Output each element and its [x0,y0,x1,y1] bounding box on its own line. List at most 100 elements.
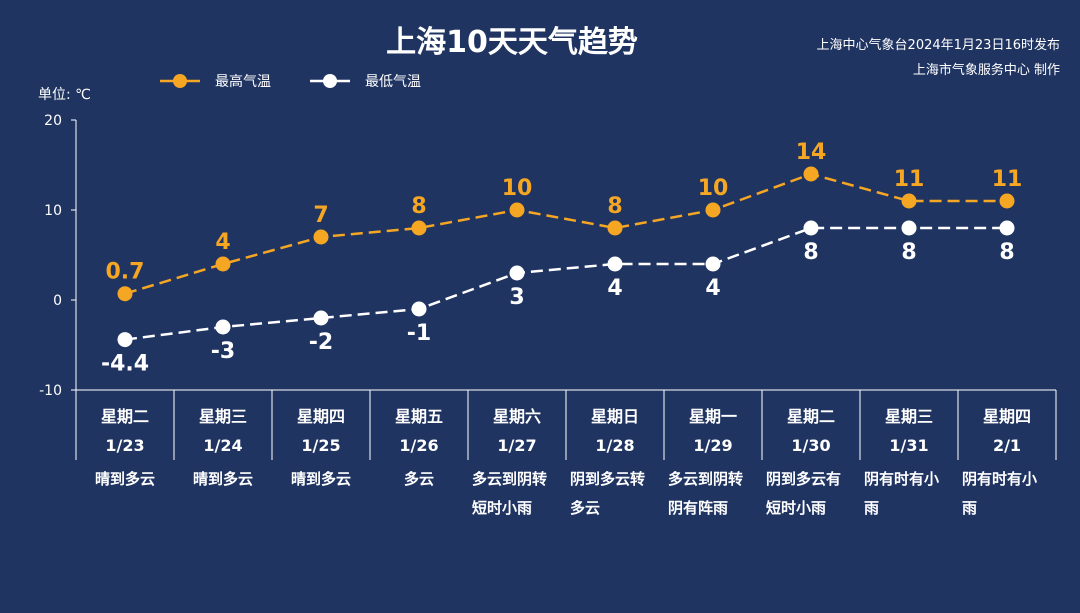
category-date-label: 1/30 [791,436,830,455]
category-date-label: 1/23 [105,436,144,455]
series-high: 0.7 4 7 8 10 8 10 14 11 11 [106,140,1023,302]
category-3: 星期五 1/26 多云 [395,407,443,488]
low-temp-label: -2 [309,330,333,355]
category-weather-label: 晴到多云 [193,470,253,488]
category-day-label: 星期日 [591,407,639,426]
high-temp-label: 8 [411,194,426,219]
y-axis-unit-label: 单位: ℃ [38,87,91,103]
low-temp-point [117,332,133,348]
high-temp-point [607,220,623,236]
high-temp-point [705,202,721,218]
high-temp-label: 11 [894,167,925,192]
category-day-label: 星期二 [787,407,835,426]
category-day-label: 星期六 [493,407,541,426]
source-line-2: 上海市气象服务中心 制作 [913,62,1060,78]
high-temp-point [215,256,231,272]
low-temp-point [803,220,819,236]
y-tick-label: 10 [44,203,62,219]
category-day-label: 星期三 [885,407,933,426]
category-weather-label: 多云 [570,499,600,517]
high-temp-point [999,193,1015,209]
y-tick-label: -10 [39,383,62,399]
category-weather-label: 晴到多云 [291,470,351,488]
category-0: 星期二 1/23 晴到多云 [95,407,155,488]
category-weather-label: 短时小雨 [472,499,532,517]
legend-low-label: 最低气温 [365,74,421,90]
low-temp-label: 8 [803,240,818,265]
category-weather-label: 阴有时有小 [962,470,1037,488]
high-temp-label: 11 [992,167,1023,192]
high-temp-label: 10 [698,176,729,201]
high-temp-point [313,229,329,245]
low-temp-point [901,220,917,236]
category-weather-label: 阴到多云转 [570,470,645,488]
axes: 20 10 0 -10 [39,113,1057,460]
low-temp-label: 3 [509,285,524,310]
series-low: -4.4 -3 -2 -1 3 4 4 8 8 8 [101,220,1015,377]
high-temp-label: 10 [502,176,533,201]
high-temp-label: 0.7 [106,260,145,285]
legend: 最高气温 最低气温 [160,73,421,90]
category-day-label: 星期五 [395,407,443,426]
category-date-label: 1/31 [889,436,928,455]
legend-high-label: 最高气温 [215,73,271,90]
category-date-label: 2/1 [993,436,1021,455]
low-temp-point [411,301,427,317]
low-temp-label: 8 [999,240,1014,265]
category-weather-label: 雨 [864,499,879,517]
legend-low-marker [323,74,337,88]
low-temp-point [999,220,1015,236]
low-temp-label: 8 [901,240,916,265]
high-temp-line [124,172,1007,295]
category-2: 星期四 1/25 晴到多云 [291,407,351,488]
low-temp-label: 4 [705,276,720,301]
category-weather-label: 短时小雨 [766,499,826,517]
high-temp-point [509,202,525,218]
category-date-label: 1/26 [399,436,438,455]
category-weather-label: 阴有时有小 [864,470,939,488]
high-temp-point [901,193,917,209]
low-temp-label: -1 [407,321,431,346]
low-temp-label: -3 [211,339,235,364]
category-weather-label: 多云到阴转 [472,470,547,488]
category-weather-label: 阴有阵雨 [668,499,728,517]
low-temp-point [313,310,329,326]
category-day-label: 星期三 [199,407,247,426]
category-date-label: 1/24 [203,436,242,455]
high-temp-label: 4 [215,230,230,255]
high-temp-label: 14 [796,140,827,165]
high-temp-point [117,286,133,302]
low-temp-point [705,256,721,272]
chart-title: 上海10天天气趋势 [386,25,638,60]
low-temp-line [124,226,1007,341]
low-temp-label: 4 [607,276,622,301]
low-temp-point [607,256,623,272]
high-temp-label: 8 [607,194,622,219]
legend-low: 最低气温 [310,74,421,90]
high-temp-point [803,166,819,182]
y-tick-label: 20 [44,113,62,129]
category-weather-label: 阴到多云有 [766,470,841,488]
category-date-label: 1/27 [497,436,536,455]
category-date-label: 1/25 [301,436,340,455]
series: 0.7 4 7 8 10 8 10 14 11 11 -4.4 -3 -2 -1 3 4 4 8 8 8 [101,140,1022,377]
low-temp-label: -4.4 [101,352,149,377]
x-axis-categories: 星期二 1/23 晴到多云 星期三 1/24 晴到多云 星期四 1/25 晴到多云 星期五 1/26… [95,407,1037,517]
category-day-label: 星期四 [297,407,345,426]
category-1: 星期三 1/24 晴到多云 [193,407,253,488]
high-temp-label: 7 [313,203,328,228]
low-temp-point [215,319,231,335]
category-date-label: 1/29 [693,436,732,455]
category-weather-label: 多云 [404,470,434,488]
low-temp-point [509,265,525,281]
high-temp-point [411,220,427,236]
category-weather-label: 多云到阴转 [668,470,743,488]
category-day-label: 星期二 [101,407,149,426]
